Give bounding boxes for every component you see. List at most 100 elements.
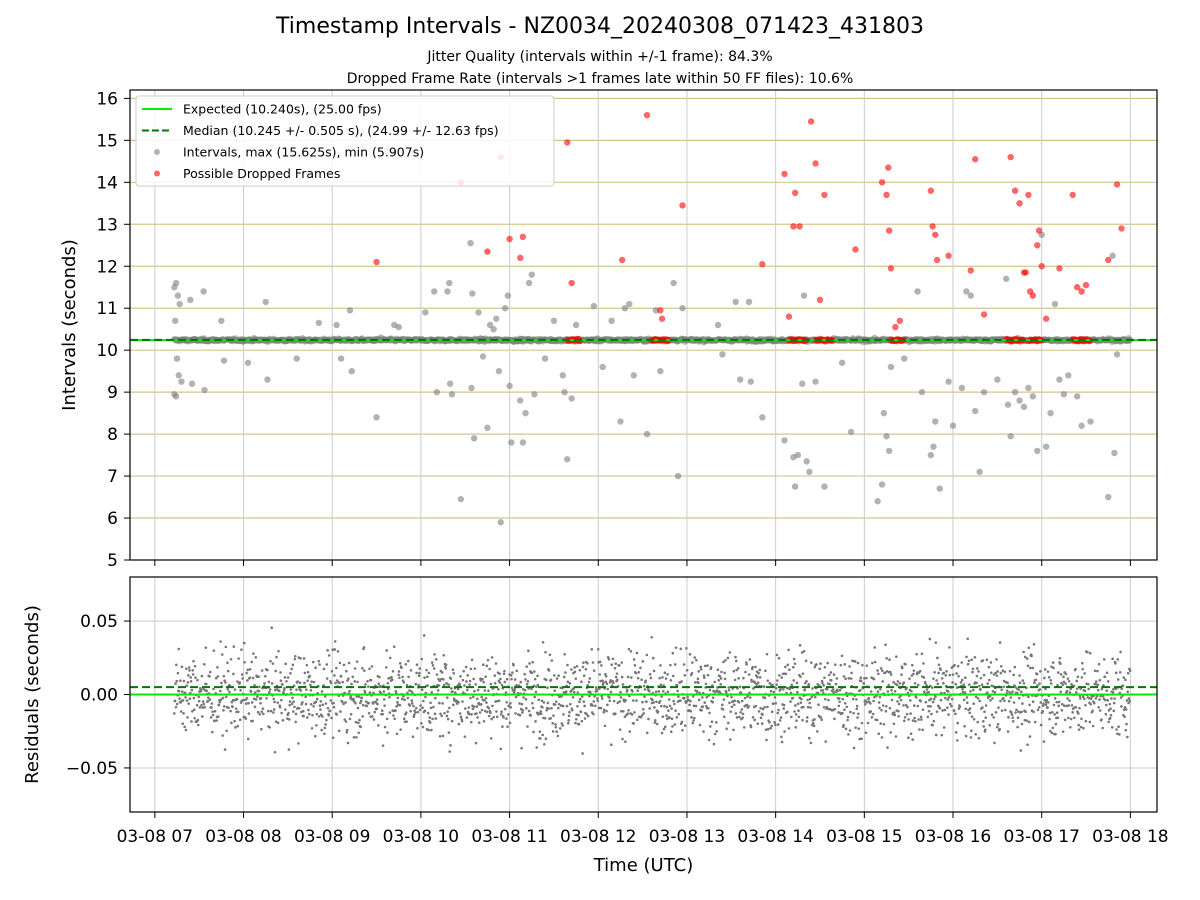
dropped-frame-point <box>807 118 815 125</box>
residual-point <box>847 677 851 680</box>
residual-point <box>720 703 724 707</box>
residual-point <box>728 651 732 654</box>
residual-point <box>262 712 265 716</box>
residual-point <box>446 696 449 699</box>
residual-point <box>964 676 967 680</box>
residual-point <box>367 701 371 705</box>
residual-point <box>1117 725 1120 728</box>
residual-point <box>249 690 253 693</box>
residual-point <box>766 705 769 709</box>
residual-point <box>245 671 248 675</box>
residual-point <box>202 702 206 706</box>
residual-point <box>416 726 419 730</box>
residual-point <box>449 677 453 680</box>
residual-point <box>554 725 558 729</box>
legend-box <box>135 95 555 187</box>
residual-point <box>247 701 250 705</box>
residual-point <box>1052 666 1055 670</box>
residual-point <box>382 698 386 701</box>
residual-point <box>343 718 347 721</box>
residual-point <box>669 730 673 734</box>
residual-point <box>414 682 418 686</box>
residual-point <box>402 695 405 698</box>
residual-point <box>879 667 883 670</box>
residual-point <box>802 649 806 653</box>
residual-point <box>379 685 383 689</box>
interval-point <box>293 355 300 362</box>
residual-point <box>1082 697 1086 701</box>
residual-point <box>320 690 324 693</box>
residual-point <box>1051 726 1055 730</box>
residual-point <box>373 710 376 714</box>
residual-point <box>411 735 415 739</box>
residual-point <box>400 697 404 701</box>
residual-point <box>1125 699 1129 702</box>
residual-point <box>390 678 394 682</box>
dropped-frame-point <box>885 164 892 171</box>
residual-point <box>799 701 803 704</box>
interval-point <box>497 519 504 526</box>
interval-point <box>469 290 476 297</box>
legend-dropped-frames-label: Possible Dropped Frames <box>183 166 340 181</box>
residual-point <box>642 712 645 715</box>
interval-point <box>264 376 271 383</box>
residual-point <box>602 708 606 712</box>
residual-point <box>893 711 896 714</box>
residual-point <box>499 747 503 751</box>
interval-point <box>467 239 474 247</box>
residual-point <box>680 720 684 724</box>
residual-point <box>772 690 776 694</box>
residual-point <box>1047 701 1050 704</box>
residual-point <box>332 701 335 705</box>
residual-point <box>604 674 608 678</box>
residual-point <box>931 700 935 704</box>
residual-point <box>1087 696 1091 700</box>
residual-point <box>951 673 955 676</box>
residual-point <box>624 698 628 702</box>
residual-point <box>705 704 708 708</box>
residual-point <box>527 709 531 713</box>
residual-point <box>467 706 471 709</box>
residual-point <box>1077 728 1081 731</box>
interval-point <box>927 451 935 459</box>
residual-point <box>242 698 245 702</box>
residual-point <box>220 653 224 656</box>
residual-point <box>175 702 179 706</box>
residual-point <box>531 701 534 705</box>
residual-point <box>702 674 706 677</box>
residual-point <box>943 708 947 712</box>
dropped-frame-point <box>971 156 979 163</box>
interval-point <box>874 498 881 505</box>
residual-point <box>451 668 455 672</box>
interval-point <box>470 435 478 442</box>
residual-point <box>724 691 728 694</box>
residual-point <box>386 682 390 685</box>
residual-point <box>355 660 359 663</box>
residual-point <box>988 723 991 727</box>
residual-point <box>1037 706 1041 709</box>
residual-point <box>977 670 980 673</box>
residual-point <box>855 707 859 711</box>
y-axis-label-intervals: Intervals (seconds) <box>59 239 80 411</box>
residual-point <box>414 711 417 714</box>
residual-point <box>451 690 454 693</box>
residual-point <box>246 737 250 741</box>
residual-point <box>272 711 275 714</box>
residual-point <box>1036 708 1040 712</box>
residual-point <box>728 738 732 741</box>
residual-point <box>382 690 386 693</box>
residual-point <box>301 709 305 713</box>
residual-point <box>434 658 438 661</box>
residual-point <box>843 663 847 666</box>
residual-point <box>715 729 719 733</box>
residual-point <box>972 702 976 705</box>
residual-point <box>632 699 635 702</box>
residual-point <box>184 728 188 732</box>
residual-point <box>331 648 335 651</box>
residual-point <box>353 667 357 670</box>
residual-point <box>272 708 276 711</box>
ytick-label-top: 15 <box>96 131 118 151</box>
interval-point <box>932 418 939 425</box>
xtick-label: 03-08 11 <box>471 827 547 847</box>
residual-point <box>210 702 214 705</box>
